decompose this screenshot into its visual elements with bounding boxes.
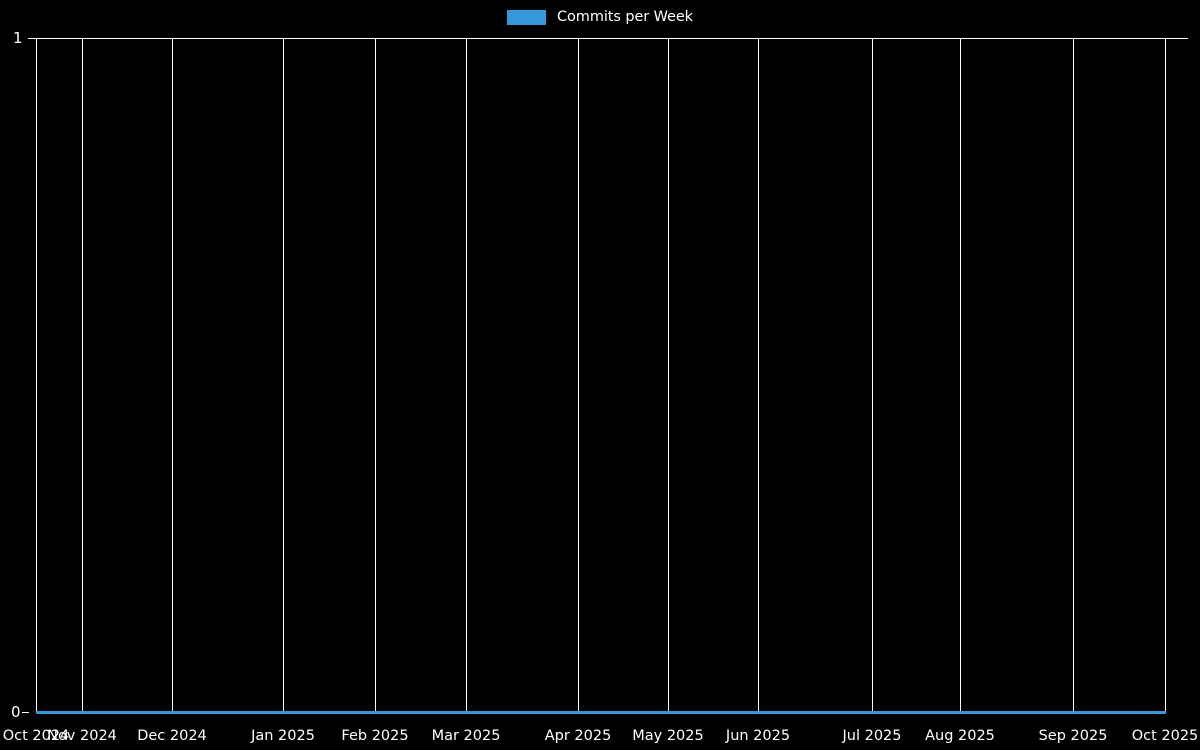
gridline-vertical: [758, 38, 759, 713]
gridline-vertical: [668, 38, 669, 713]
gridline-vertical: [375, 38, 376, 713]
gridline-vertical: [1073, 38, 1074, 713]
x-axis-tick-label: Aug 2025: [925, 728, 995, 744]
x-axis-tick-label: Dec 2024: [137, 728, 207, 744]
x-axis-tick-label: May 2025: [632, 728, 704, 744]
x-axis-tick-label: Oct 2025: [1131, 728, 1199, 744]
gridline-vertical: [36, 38, 37, 713]
y-axis-tick-mark: [22, 712, 29, 713]
gridline-vertical: [82, 38, 83, 713]
y-axis-max-label: 1: [13, 29, 23, 47]
gridline-vertical: [1165, 38, 1166, 713]
legend-entry-commits-per-week[interactable]: Commits per Week: [507, 8, 693, 25]
legend-label: Commits per Week: [557, 8, 693, 25]
gridline-vertical: [960, 38, 961, 713]
x-axis-tick-label: Jul 2025: [842, 728, 902, 744]
x-axis-tick-label: Jun 2025: [725, 728, 791, 744]
x-axis-tick-label: Oct 2024: [2, 728, 70, 744]
gridline-vertical: [578, 38, 579, 713]
x-axis-tick-label: Mar 2025: [431, 728, 501, 744]
x-axis-tick-label: Jan 2025: [251, 728, 315, 744]
gridline-vertical: [466, 38, 467, 713]
x-axis-tick-label: Sep 2025: [1038, 728, 1108, 744]
x-axis-tick-label: Feb 2025: [341, 728, 409, 744]
x-axis-tick-label: Apr 2025: [544, 728, 612, 744]
y-axis-min-label: 0: [11, 703, 21, 721]
gridline-horizontal-top: [28, 38, 1188, 39]
legend-swatch-icon: [507, 9, 547, 25]
series-line-commits-per-week: [36, 711, 1165, 714]
gridline-vertical: [872, 38, 873, 713]
gridline-vertical: [172, 38, 173, 713]
series-endpoint-marker: [1163, 711, 1166, 714]
plot-area: [28, 38, 1188, 713]
chart-legend: Commits per Week: [0, 0, 1200, 34]
gridline-vertical: [283, 38, 284, 713]
x-axis-tick-label: Nov 2024: [47, 728, 117, 744]
